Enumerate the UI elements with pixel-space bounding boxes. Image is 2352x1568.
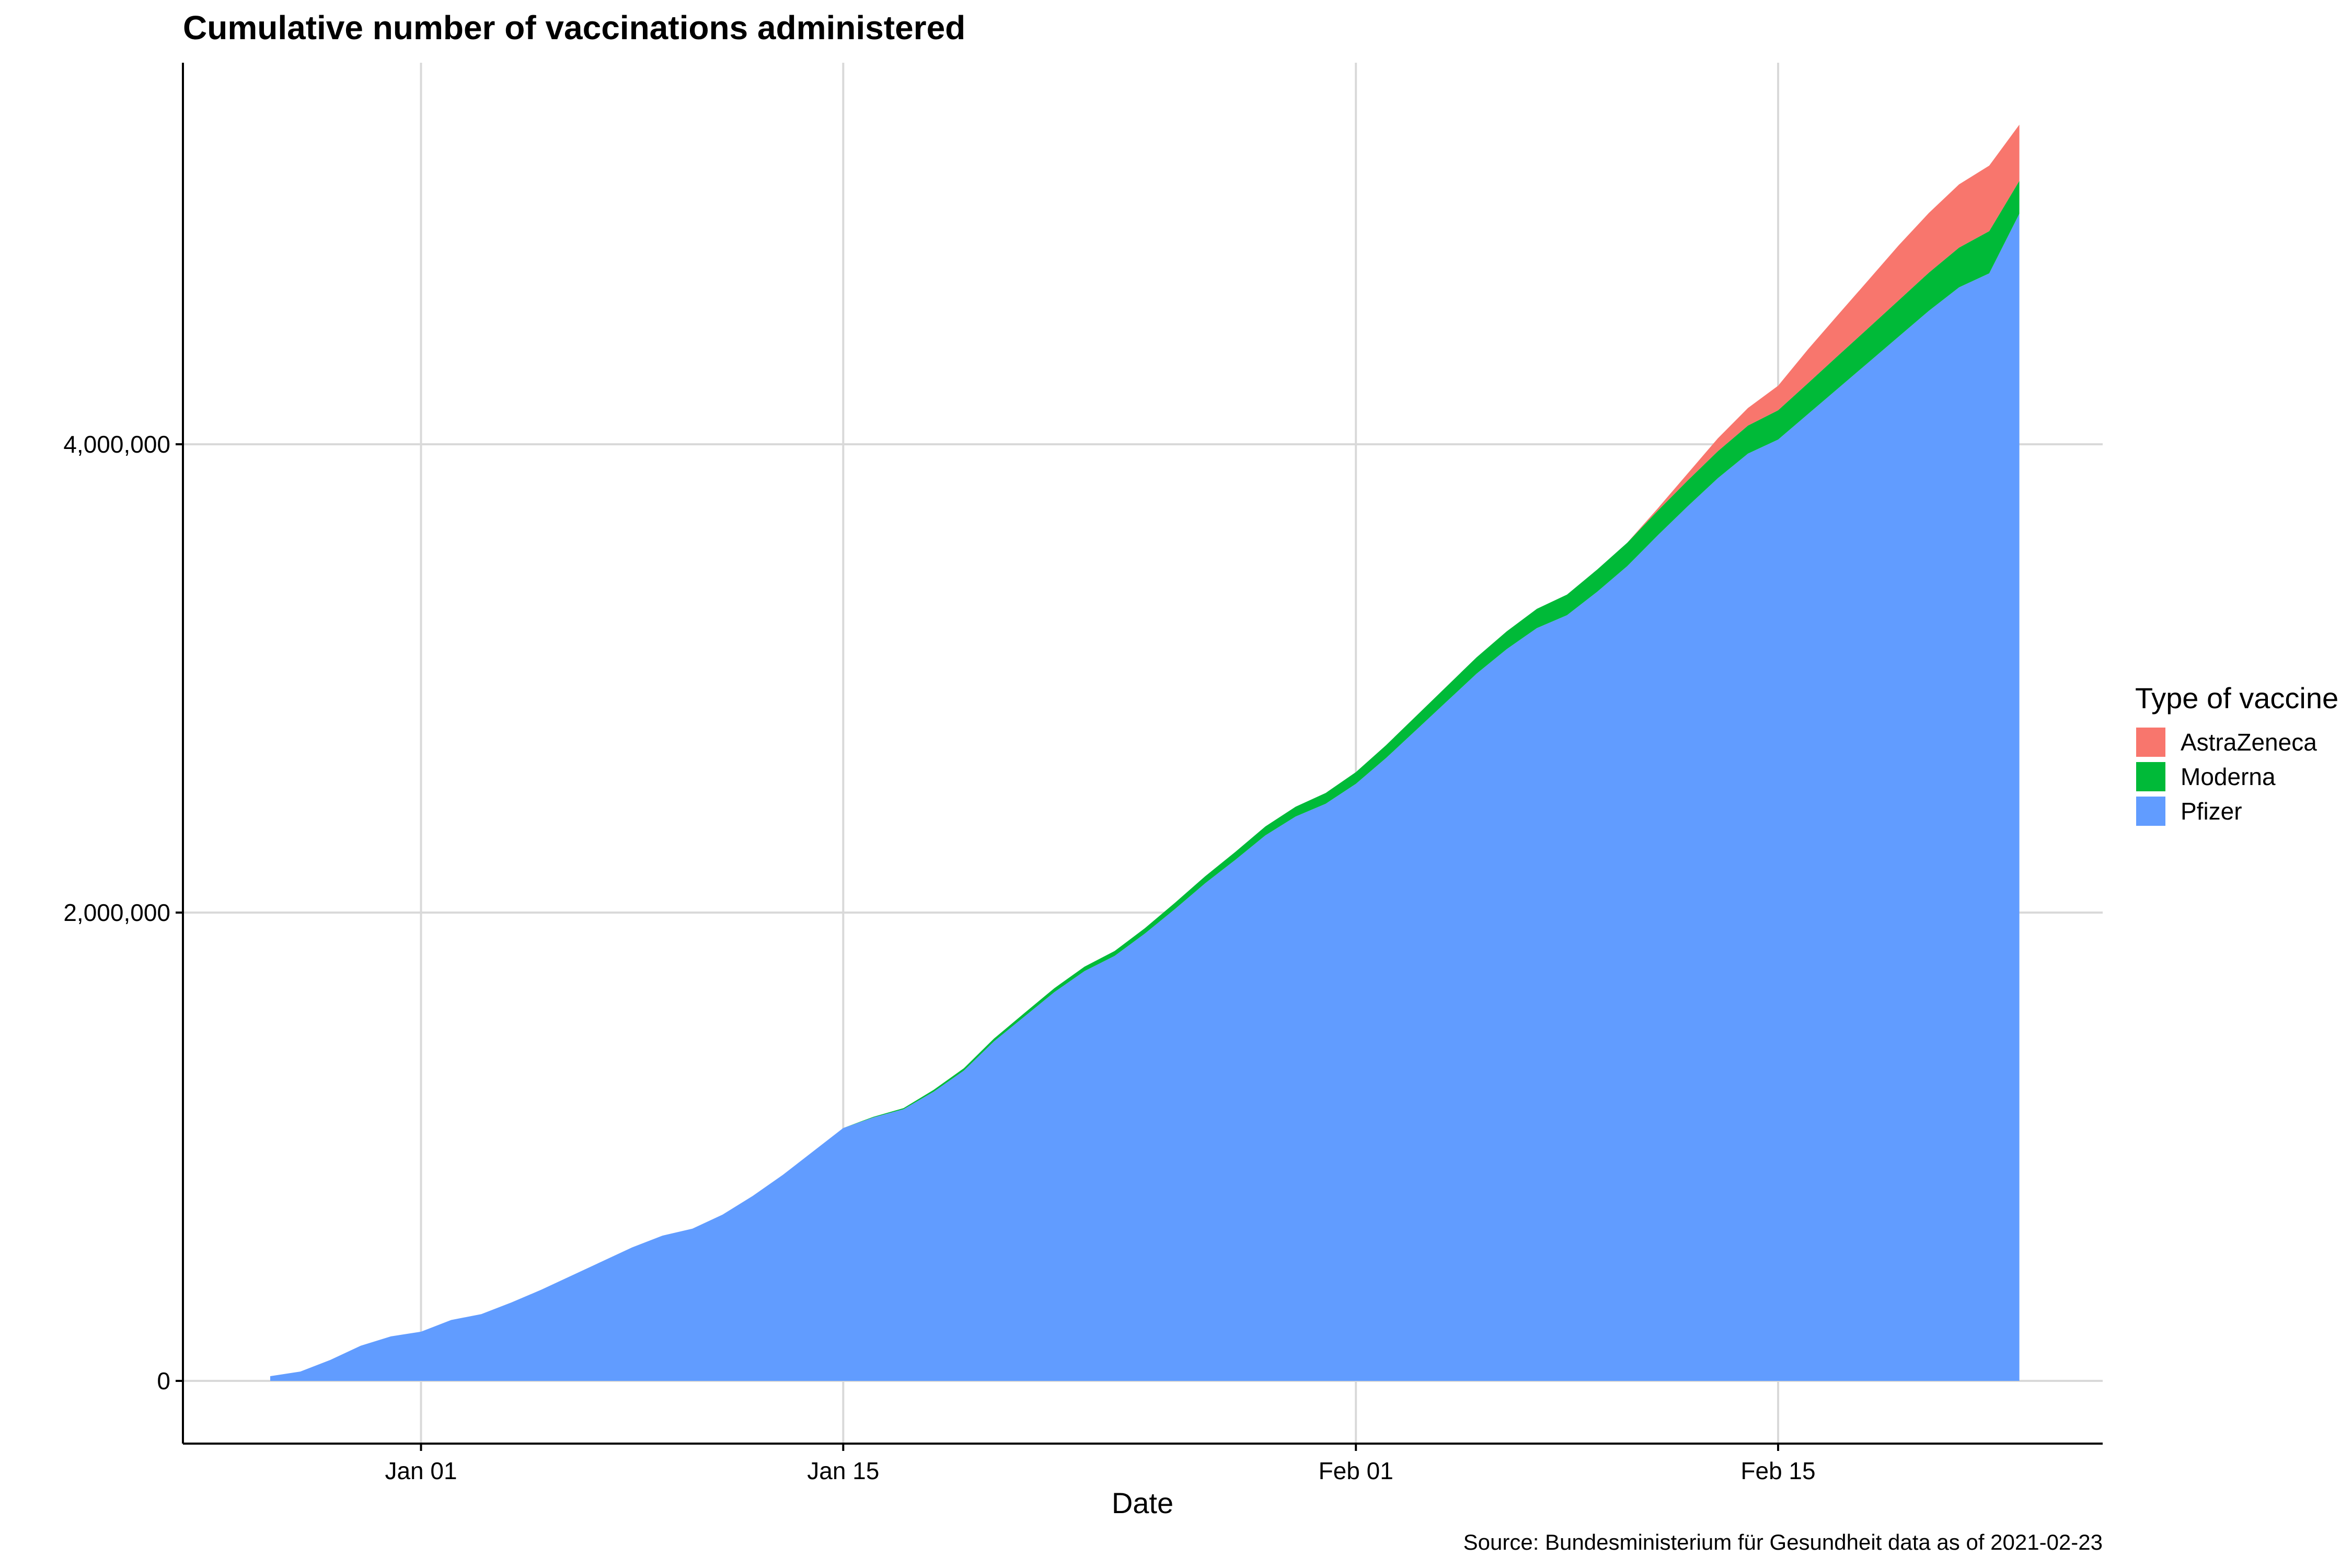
x-tick-label: Feb 15 — [1740, 1457, 1815, 1484]
legend: Type of vaccine AstraZeneca Moderna Pfizer — [2135, 682, 2338, 826]
legend-label-moderna: Moderna — [2181, 763, 2276, 790]
area-layer — [270, 124, 2020, 1381]
area-pfizer — [270, 213, 2020, 1381]
legend-label-pfizer: Pfizer — [2181, 798, 2242, 825]
y-tick-label: 0 — [157, 1367, 170, 1394]
x-tick-label: Jan 15 — [807, 1457, 879, 1484]
legend-title: Type of vaccine — [2135, 682, 2338, 714]
axis-layer: Jan 01 Jan 15 Feb 01 Feb 15 0 2,000,000 4,000,… — [63, 63, 2103, 1484]
legend-label-astrazeneca: AstraZeneca — [2181, 729, 2317, 756]
y-tick-label: 4,000,000 — [63, 431, 170, 458]
legend-swatch-astrazeneca — [2136, 728, 2165, 757]
source-caption: Source: Bundesministerium für Gesundheit… — [1463, 1530, 2103, 1554]
legend-swatch-pfizer — [2136, 797, 2165, 826]
chart-title: Cumulative number of vaccinations admini… — [183, 9, 965, 47]
legend-swatch-moderna — [2136, 762, 2165, 791]
x-tick-label: Jan 01 — [385, 1457, 457, 1484]
y-tick-label: 2,000,000 — [63, 899, 170, 926]
x-tick-label: Feb 01 — [1319, 1457, 1393, 1484]
x-axis-title: Date — [1112, 1486, 1173, 1519]
